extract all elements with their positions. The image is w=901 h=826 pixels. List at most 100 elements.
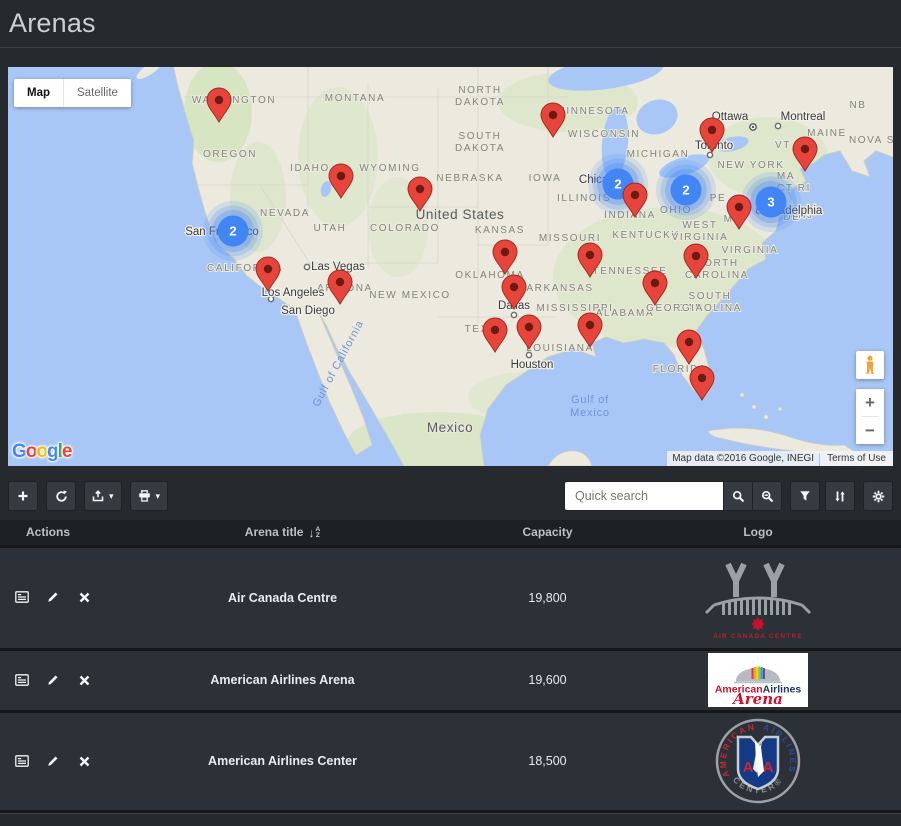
map-state-label: IOWA [529,173,562,184]
pencil-icon [48,756,58,766]
map-water-label: Mexico [570,407,610,419]
map-pin[interactable] [328,163,354,199]
pegman-button[interactable] [856,351,884,379]
map-pin[interactable] [407,176,433,212]
monogram-a-right: A [763,759,774,776]
edit-button[interactable] [43,671,63,689]
map-pin[interactable] [622,182,648,218]
logo-word-american: American [715,684,763,696]
map-pin[interactable] [699,117,725,153]
terms-of-use-link[interactable]: Terms of Use [820,451,893,466]
view-details-button[interactable] [12,752,32,770]
map-pin[interactable] [255,256,281,292]
filter-button[interactable] [790,481,820,511]
search-input[interactable] [564,481,724,511]
map-pin[interactable] [206,87,232,123]
column-header-arena-title[interactable]: Arena title ↓ A Z [120,520,445,548]
map-pin[interactable] [683,243,709,279]
clear-search-button[interactable] [752,481,782,511]
satellite-button[interactable]: Satellite [63,79,131,107]
arena-title-cell: Air Canada Centre [120,546,445,651]
air-canada-centre-logo: AIR CANADA CENTRE [650,554,866,642]
arenas-table: Actions Arena title ↓ A Z Capacity Logo [0,520,901,813]
map-cluster[interactable]: 3 [741,172,801,232]
map-pin[interactable] [577,312,603,348]
map-pin[interactable] [726,194,752,230]
map-state-label: DAKOTA [455,97,505,108]
column-header-actions[interactable]: Actions [0,520,120,548]
add-button[interactable] [8,481,38,511]
map-pin[interactable] [501,274,527,310]
view-details-button[interactable] [12,671,32,689]
map-pin[interactable] [577,242,603,278]
map-pin[interactable] [540,102,566,138]
map-state-label: VIRGINIA [722,245,779,256]
pencil-icon [48,592,58,603]
close-icon [80,756,90,767]
view-details-button[interactable] [12,588,32,606]
map-pin[interactable] [516,314,542,350]
map-pin[interactable] [327,269,353,305]
map-state-label: ILLINOIS [557,193,611,204]
map-zoom-control: + − [856,389,884,444]
print-button[interactable]: ▾ [129,481,169,511]
map-country-label: Mexico [427,420,473,435]
map-city-label: San Diego [281,305,335,317]
capacity-cell: 18,500 [445,711,650,813]
refresh-button[interactable] [46,481,76,511]
column-header-logo[interactable]: Logo [650,520,866,548]
export-button[interactable]: ▾ [84,481,122,511]
search-button[interactable] [723,481,753,511]
city-dot [510,311,518,319]
map-state-label: NEW YORK [717,160,784,171]
monogram-a-left: A [743,759,754,776]
map-pin[interactable] [676,329,702,365]
zoom-divider [861,416,879,417]
sort-button[interactable] [825,481,855,511]
delete-button[interactable] [75,671,95,689]
delete-button[interactable] [75,752,95,770]
arena-title-cell: American Airlines Center [120,711,445,813]
map-state-label: NJ [798,210,813,221]
eagle-wing-shape [753,742,762,773]
delete-button[interactable] [75,589,95,607]
logo-word-airlines: Airlines [763,684,802,696]
map-state-label: MINNESOTA [556,106,629,117]
map-water-label: Gulf of [571,394,609,406]
settings-button[interactable] [863,481,893,511]
edit-button[interactable] [43,588,63,606]
map-pin[interactable] [689,365,715,401]
edit-button[interactable] [43,752,63,770]
logo-cell: AMERICAN AIRLINES CENTER® A A [650,711,866,813]
column-header-empty [866,520,901,548]
empty-cell [866,711,901,813]
table-header-row: Actions Arena title ↓ A Z Capacity Logo [0,520,901,548]
map-pin[interactable] [642,270,668,306]
zoom-out-button[interactable]: − [856,417,884,444]
map-canvas[interactable]: WASHINGTON MONTANANORTHDAKOTAMINNESOTASOU… [8,67,893,466]
map-state-label: NEBRASKA [436,173,503,184]
capital-dot-center [751,125,755,129]
map-cluster[interactable]: 2 [203,201,263,261]
map-pin[interactable] [492,239,518,275]
city-dot [285,306,293,314]
map-cluster[interactable]: 2 [656,160,716,220]
zoom-in-button[interactable]: + [856,389,884,416]
column-header-capacity[interactable]: Capacity [445,520,650,548]
google-logo[interactable]: Google [12,441,72,463]
map-state-label: NORTH [458,85,501,96]
map-state-label: SOUTH [459,131,502,142]
city-dot [774,122,782,130]
map-pin[interactable] [482,317,508,353]
map-state-label: OREGON [203,149,257,160]
google-logo-letter: G [12,441,27,462]
gear-icon [872,490,884,502]
maple-leaf-icon [751,616,765,631]
map-state-label: NEVADA [260,208,310,219]
map: WASHINGTON MONTANA NORTH DAKOTA MINNESOTA SOU… [8,67,893,466]
svg-text:3: 3 [767,195,774,210]
map-button[interactable]: Map [14,79,63,107]
map-country-label: United States [416,207,505,222]
map-city-label: Ottawa [712,111,749,123]
map-pin[interactable] [792,136,818,172]
